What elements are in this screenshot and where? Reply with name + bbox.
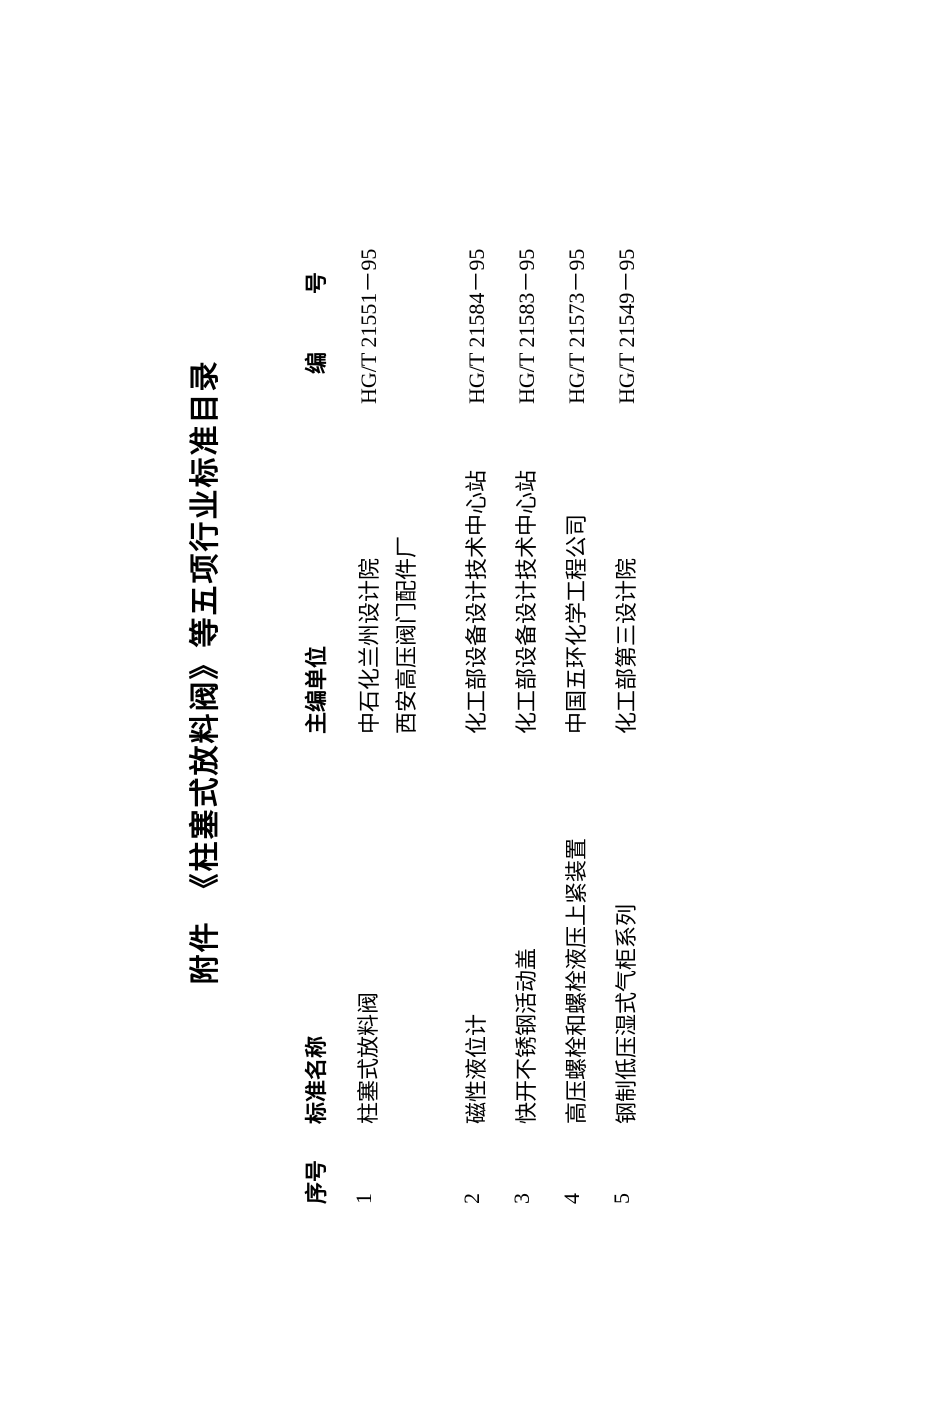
table-row: 2 磁性液位计 化工部设备设计技术中心站 HG/T 21584－95 (459, 140, 491, 1204)
cell-name: 磁性液位计 (459, 734, 491, 1124)
cell-seq: 5 (609, 1124, 635, 1204)
cell-editor: 化工部设备设计技术中心站 (509, 404, 541, 734)
cell-code: HG/T 21549－95 (609, 164, 641, 404)
cell-seq: 1 (351, 1124, 377, 1204)
table-header-row: 序号 标准名称 主编单位 编 号 (299, 140, 331, 1204)
page-title: 附件 《柱塞式放料阀》等五项行业标准目录 (180, 140, 224, 1204)
header-editor: 主编单位 (299, 404, 331, 734)
cell-editor: 化工部第三设计院 (609, 404, 641, 734)
cell-code: HG/T 21583－95 (509, 164, 541, 404)
cell-name: 钢制低压湿式气柜系列 (609, 734, 641, 1124)
standards-table: 序号 标准名称 主编单位 编 号 1 柱塞式放料阀 中石化兰州设计院 西安高压阀… (299, 140, 641, 1204)
table-row: 5 钢制低压湿式气柜系列 化工部第三设计院 HG/T 21549－95 (609, 140, 641, 1204)
editor-line-2: 西安高压阀门配件厂 (388, 404, 425, 734)
editor-line-1: 中石化兰州设计院 (351, 404, 388, 734)
cell-code: HG/T 21573－95 (559, 164, 591, 404)
table-row: 1 柱塞式放料阀 中石化兰州设计院 西安高压阀门配件厂 HG/T 21551－9… (351, 140, 426, 1204)
cell-seq: 2 (459, 1124, 485, 1204)
table-row: 3 快开不锈钢活动盖 化工部设备设计技术中心站 HG/T 21583－95 (509, 140, 541, 1204)
header-code: 编 号 (299, 164, 331, 404)
cell-name: 柱塞式放料阀 (351, 734, 383, 1124)
header-name: 标准名称 (299, 734, 331, 1124)
table-row: 4 高压螺栓和螺栓液压上紧装置 中国五环化学工程公司 HG/T 21573－95 (559, 140, 591, 1204)
header-seq: 序号 (299, 1124, 331, 1204)
spacer (444, 140, 459, 1204)
cell-editor: 中国五环化学工程公司 (559, 404, 591, 734)
cell-seq: 3 (509, 1124, 535, 1204)
page-container: 附件 《柱塞式放料阀》等五项行业标准目录 序号 标准名称 主编单位 编 号 1 … (0, 0, 950, 1414)
cell-code: HG/T 21584－95 (459, 164, 491, 404)
cell-editor: 中石化兰州设计院 西安高压阀门配件厂 (351, 404, 426, 734)
cell-seq: 4 (559, 1124, 585, 1204)
cell-name: 高压螺栓和螺栓液压上紧装置 (559, 734, 591, 1124)
cell-name: 快开不锈钢活动盖 (509, 734, 541, 1124)
cell-code: HG/T 21551－95 (351, 164, 383, 404)
cell-editor: 化工部设备设计技术中心站 (459, 404, 491, 734)
